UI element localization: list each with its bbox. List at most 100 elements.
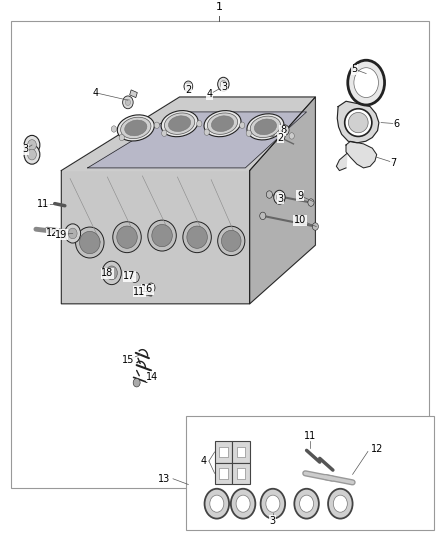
Ellipse shape xyxy=(212,116,233,132)
Ellipse shape xyxy=(125,120,147,136)
Ellipse shape xyxy=(222,230,241,252)
Ellipse shape xyxy=(183,222,212,253)
Text: 5: 5 xyxy=(352,64,358,74)
Text: 3: 3 xyxy=(270,516,276,526)
Ellipse shape xyxy=(80,231,100,254)
Text: 3: 3 xyxy=(222,83,228,92)
Ellipse shape xyxy=(247,114,284,140)
Circle shape xyxy=(231,489,255,519)
Circle shape xyxy=(266,495,280,512)
Bar xyxy=(232,441,250,463)
Text: 4: 4 xyxy=(92,88,99,98)
Circle shape xyxy=(294,489,319,519)
Text: 12: 12 xyxy=(371,444,383,454)
Text: 11: 11 xyxy=(37,199,49,208)
Text: 16: 16 xyxy=(141,285,153,294)
Text: 8: 8 xyxy=(280,125,286,135)
Circle shape xyxy=(240,122,245,128)
Circle shape xyxy=(111,126,117,132)
Circle shape xyxy=(123,96,133,109)
Polygon shape xyxy=(61,97,315,304)
Bar xyxy=(219,468,228,479)
Circle shape xyxy=(266,191,272,198)
Circle shape xyxy=(197,120,202,127)
Circle shape xyxy=(354,68,378,98)
Text: 11: 11 xyxy=(133,287,145,296)
Ellipse shape xyxy=(187,226,207,248)
Text: 17: 17 xyxy=(123,271,135,281)
Bar xyxy=(237,468,245,479)
Circle shape xyxy=(268,130,275,137)
Text: 11: 11 xyxy=(304,431,316,441)
Ellipse shape xyxy=(117,226,137,248)
Ellipse shape xyxy=(117,115,154,141)
Circle shape xyxy=(274,190,285,204)
Polygon shape xyxy=(88,112,307,168)
Text: 6: 6 xyxy=(393,119,399,128)
Circle shape xyxy=(300,495,314,512)
Text: 4: 4 xyxy=(201,456,207,466)
Text: 1: 1 xyxy=(215,2,223,12)
Text: 13: 13 xyxy=(158,474,170,484)
Text: 2: 2 xyxy=(185,85,191,94)
Circle shape xyxy=(205,489,229,519)
Bar xyxy=(232,463,250,484)
Circle shape xyxy=(312,223,318,230)
Ellipse shape xyxy=(250,116,281,138)
Ellipse shape xyxy=(113,222,141,253)
Polygon shape xyxy=(61,97,315,171)
Circle shape xyxy=(28,140,36,150)
Circle shape xyxy=(24,135,40,155)
Circle shape xyxy=(289,133,294,139)
Circle shape xyxy=(28,149,36,160)
Text: 14: 14 xyxy=(146,372,159,382)
Text: 12: 12 xyxy=(46,229,59,238)
Circle shape xyxy=(154,122,159,128)
Bar xyxy=(215,463,232,484)
Circle shape xyxy=(133,378,140,387)
Circle shape xyxy=(68,228,77,239)
Circle shape xyxy=(24,145,40,164)
Circle shape xyxy=(162,130,167,136)
Circle shape xyxy=(106,266,117,280)
Text: 2: 2 xyxy=(278,133,284,142)
Circle shape xyxy=(218,77,229,91)
Circle shape xyxy=(261,489,285,519)
Circle shape xyxy=(131,272,139,282)
Text: 18: 18 xyxy=(101,269,113,278)
Circle shape xyxy=(102,261,121,285)
Text: 3: 3 xyxy=(22,144,28,154)
Ellipse shape xyxy=(148,220,176,251)
Text: 3: 3 xyxy=(277,194,283,204)
Ellipse shape xyxy=(254,119,276,135)
Bar xyxy=(186,416,434,530)
Circle shape xyxy=(308,199,314,206)
Circle shape xyxy=(276,193,283,201)
Ellipse shape xyxy=(164,113,195,134)
Ellipse shape xyxy=(152,224,172,247)
Circle shape xyxy=(147,283,155,293)
Ellipse shape xyxy=(218,226,245,256)
Circle shape xyxy=(184,81,193,92)
Circle shape xyxy=(333,495,347,512)
Ellipse shape xyxy=(75,227,104,258)
Ellipse shape xyxy=(169,116,191,132)
Circle shape xyxy=(348,60,385,105)
Ellipse shape xyxy=(161,111,198,136)
Circle shape xyxy=(277,131,285,141)
Ellipse shape xyxy=(120,117,151,139)
Circle shape xyxy=(125,99,131,106)
Bar xyxy=(237,447,245,457)
Circle shape xyxy=(65,224,81,243)
Circle shape xyxy=(260,212,266,220)
Circle shape xyxy=(328,489,353,519)
Polygon shape xyxy=(337,101,379,143)
Polygon shape xyxy=(336,154,347,171)
Text: 15: 15 xyxy=(122,355,134,365)
Text: 9: 9 xyxy=(297,191,303,200)
Polygon shape xyxy=(250,97,315,304)
Bar xyxy=(11,21,429,488)
Text: 10: 10 xyxy=(294,215,306,225)
Text: 7: 7 xyxy=(390,158,396,167)
Ellipse shape xyxy=(204,111,241,136)
